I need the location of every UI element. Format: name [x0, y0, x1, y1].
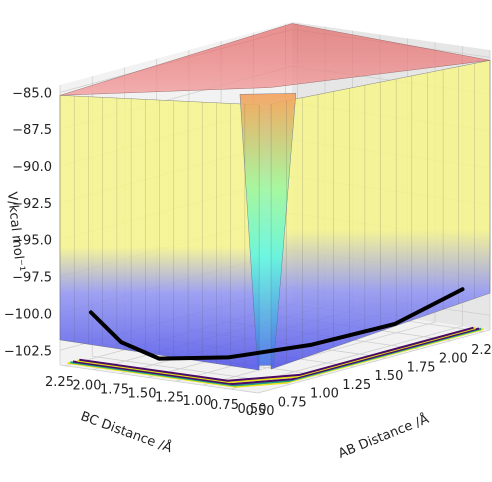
x-tick-label: 0.75 — [278, 395, 307, 410]
y-tick-label: 2.25 — [45, 375, 74, 390]
surface-top-plateau — [59, 23, 491, 96]
y-tick-label: 1.25 — [155, 390, 184, 405]
contour-line — [72, 327, 480, 386]
y-tick-label: 0.50 — [238, 402, 267, 417]
z-tick-label: −95.0 — [12, 234, 52, 249]
floor-grid-line — [202, 321, 436, 386]
surface-left-wall — [59, 95, 260, 371]
z-tick-label: −90.0 — [12, 160, 52, 175]
trajectory-line — [88, 287, 465, 361]
z-tick-label: −92.5 — [12, 197, 52, 212]
x-axis-ticks: 0.500.751.001.251.50 1.752.002.25 — [246, 343, 492, 419]
y-tick-label: 2.00 — [73, 379, 102, 394]
x-tick-label: 1.50 — [374, 369, 403, 384]
trajectory-path — [88, 287, 465, 361]
z-tick-label: −97.5 — [12, 271, 52, 286]
y-tick-label: 1.75 — [100, 383, 129, 398]
y-axis-label: BC Distance /Å — [78, 408, 174, 456]
x-tick-label: 1.25 — [342, 378, 371, 393]
z-tick-label: −85.0 — [12, 86, 52, 101]
z-tick-label: −102.5 — [4, 344, 52, 359]
z-tick-label: −100.0 — [4, 307, 52, 322]
x-tick-label: 2.25 — [471, 343, 492, 358]
x-axis-label: AB Distance /Å — [336, 411, 431, 462]
x-tick-label: 1.00 — [310, 387, 339, 402]
x-tick-label: 1.75 — [407, 360, 436, 375]
x-tick-label: 2.00 — [439, 352, 468, 367]
y-tick-label: 1.00 — [183, 394, 212, 409]
y-tick-label: 0.75 — [210, 398, 239, 413]
z-tick-label: −87.5 — [12, 123, 52, 138]
surface-valley — [239, 93, 297, 366]
z-axis-ticks: −85.0 −87.5 −90.0 −92.5 −95.0 −97.5 −100.0 −102… — [4, 86, 52, 359]
x-tick-label: 0.50 — [246, 404, 275, 419]
y-axis-ticks: 2.252.001.751.501.251.000.750.50 — [45, 375, 266, 417]
potential-surface — [59, 23, 491, 371]
contour-line — [79, 326, 474, 382]
y-tick-label: 1.50 — [128, 386, 157, 401]
floor-grid-line — [257, 329, 491, 394]
floor-contours — [67, 326, 484, 388]
